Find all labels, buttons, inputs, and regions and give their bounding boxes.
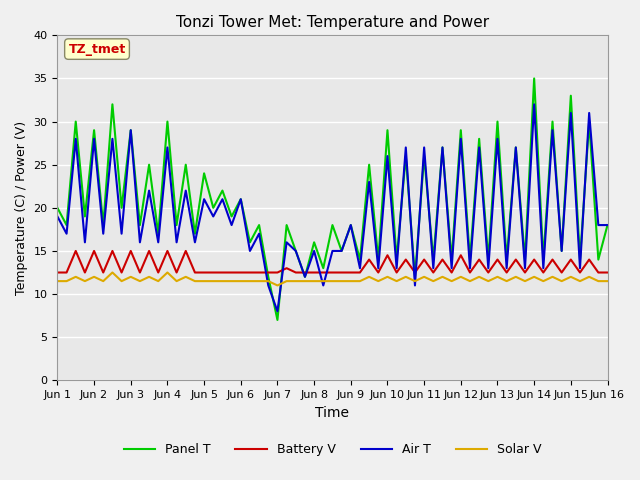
Air T (54, 214, 61, 219)
Solar V (402, 274, 410, 280)
Battery V (604, 270, 611, 276)
Battery V (54, 270, 61, 276)
Solar V (255, 278, 263, 284)
Air T (182, 188, 189, 193)
Panel T (246, 240, 254, 245)
Solar V (109, 270, 116, 276)
Solar V (54, 278, 61, 284)
Text: TZ_tmet: TZ_tmet (68, 43, 125, 56)
Panel T (393, 257, 401, 263)
Air T (548, 127, 556, 133)
Air T (274, 309, 282, 314)
Panel T (182, 162, 189, 168)
Panel T (274, 317, 282, 323)
Line: Solar V: Solar V (58, 273, 607, 286)
Solar V (548, 274, 556, 280)
Solar V (173, 278, 180, 284)
Battery V (72, 248, 79, 254)
Battery V (356, 270, 364, 276)
Line: Panel T: Panel T (58, 78, 607, 320)
Air T (356, 265, 364, 271)
Solar V (365, 274, 373, 280)
Battery V (393, 270, 401, 276)
Air T (393, 265, 401, 271)
Solar V (604, 278, 611, 284)
Panel T (356, 257, 364, 263)
Title: Tonzi Tower Met: Temperature and Power: Tonzi Tower Met: Temperature and Power (176, 15, 489, 30)
Air T (604, 222, 611, 228)
Y-axis label: Temperature (C) / Power (V): Temperature (C) / Power (V) (15, 121, 28, 295)
Legend: Panel T, Battery V, Air T, Solar V: Panel T, Battery V, Air T, Solar V (118, 438, 547, 461)
Battery V (173, 270, 180, 276)
Battery V (255, 270, 263, 276)
X-axis label: Time: Time (316, 406, 349, 420)
Air T (164, 144, 172, 150)
Panel T (531, 75, 538, 81)
Panel T (54, 205, 61, 211)
Panel T (604, 222, 611, 228)
Air T (246, 248, 254, 254)
Line: Battery V: Battery V (58, 251, 607, 273)
Solar V (191, 278, 199, 284)
Panel T (164, 119, 172, 124)
Line: Air T: Air T (58, 104, 607, 312)
Battery V (191, 270, 199, 276)
Panel T (548, 119, 556, 124)
Battery V (540, 270, 547, 276)
Air T (531, 101, 538, 107)
Solar V (274, 283, 282, 288)
